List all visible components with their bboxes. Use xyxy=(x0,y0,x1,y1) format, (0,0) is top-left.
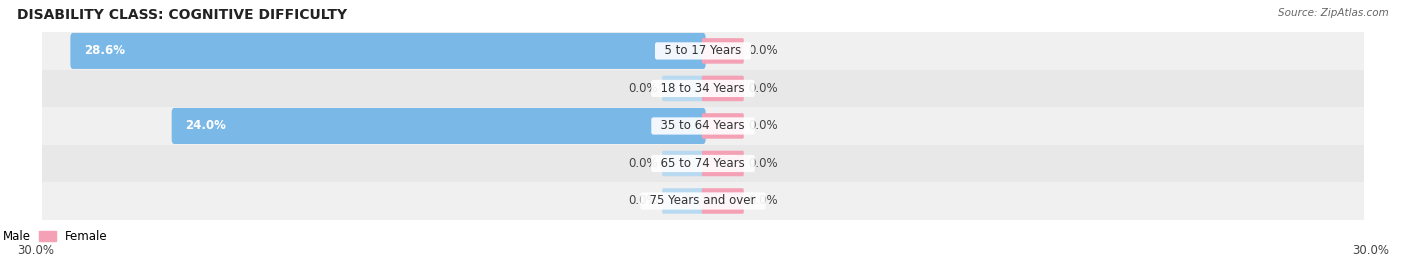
Legend: Male, Female: Male, Female xyxy=(0,225,112,248)
Bar xyxy=(42,107,1364,145)
Text: 0.0%: 0.0% xyxy=(628,82,658,95)
Text: 0.0%: 0.0% xyxy=(628,157,658,170)
Text: 30.0%: 30.0% xyxy=(1353,244,1389,257)
FancyBboxPatch shape xyxy=(662,76,704,101)
Text: 0.0%: 0.0% xyxy=(748,44,778,57)
Bar xyxy=(42,70,1364,107)
FancyBboxPatch shape xyxy=(70,33,706,69)
Text: 0.0%: 0.0% xyxy=(748,120,778,132)
Bar xyxy=(42,145,1364,182)
FancyBboxPatch shape xyxy=(702,188,744,214)
Text: 30.0%: 30.0% xyxy=(17,244,53,257)
Text: 0.0%: 0.0% xyxy=(628,195,658,207)
FancyBboxPatch shape xyxy=(702,76,744,101)
Text: 24.0%: 24.0% xyxy=(186,120,226,132)
Text: 0.0%: 0.0% xyxy=(748,82,778,95)
Text: 28.6%: 28.6% xyxy=(84,44,125,57)
Text: DISABILITY CLASS: COGNITIVE DIFFICULTY: DISABILITY CLASS: COGNITIVE DIFFICULTY xyxy=(17,8,347,22)
Bar xyxy=(42,182,1364,220)
Text: 65 to 74 Years: 65 to 74 Years xyxy=(654,157,752,170)
Text: 35 to 64 Years: 35 to 64 Years xyxy=(654,120,752,132)
FancyBboxPatch shape xyxy=(662,188,704,214)
FancyBboxPatch shape xyxy=(702,113,744,139)
FancyBboxPatch shape xyxy=(662,151,704,176)
Bar xyxy=(42,32,1364,70)
Text: 0.0%: 0.0% xyxy=(748,157,778,170)
FancyBboxPatch shape xyxy=(172,108,706,144)
Text: 18 to 34 Years: 18 to 34 Years xyxy=(654,82,752,95)
FancyBboxPatch shape xyxy=(702,38,744,64)
Text: 0.0%: 0.0% xyxy=(748,195,778,207)
Text: Source: ZipAtlas.com: Source: ZipAtlas.com xyxy=(1278,8,1389,18)
Text: 5 to 17 Years: 5 to 17 Years xyxy=(657,44,749,57)
Text: 75 Years and over: 75 Years and over xyxy=(643,195,763,207)
FancyBboxPatch shape xyxy=(702,151,744,176)
